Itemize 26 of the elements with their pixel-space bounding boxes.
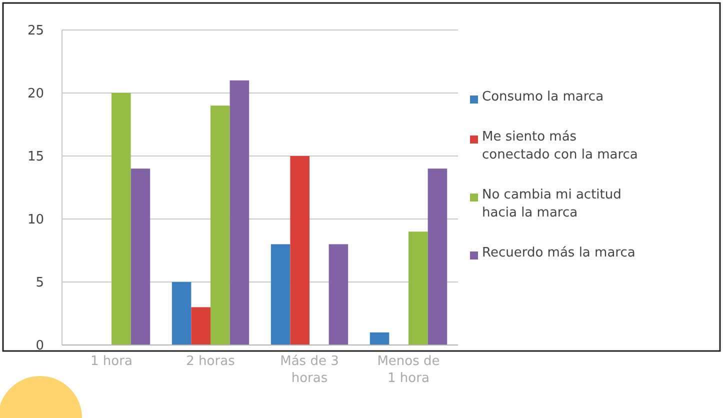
bar xyxy=(270,244,290,345)
legend-label: Me siento más conectado con la marca xyxy=(482,130,638,162)
y-tick-label: 20 xyxy=(27,86,44,102)
y-tick-label: 15 xyxy=(27,150,44,165)
y-tick-label: 25 xyxy=(27,24,44,39)
bar xyxy=(328,244,348,345)
bar xyxy=(191,307,210,345)
bar xyxy=(408,232,428,345)
legend-label: Consumo la marca xyxy=(482,90,604,104)
bar xyxy=(130,168,150,345)
x-tick-label: Más de 3 horas xyxy=(280,354,339,386)
y-tick-label: 0 xyxy=(36,338,44,354)
bar xyxy=(428,168,448,345)
bar xyxy=(172,282,192,345)
y-tick-label: 5 xyxy=(36,276,44,291)
bar xyxy=(290,156,310,345)
bar xyxy=(112,93,131,345)
x-tick-label: 1 hora xyxy=(90,354,132,369)
legend-label: No cambia mi actitud hacia la marca xyxy=(482,188,622,220)
x-tick-label: 2 horas xyxy=(186,354,236,369)
bar xyxy=(230,80,250,345)
x-tick-label: Menos de 1 hora xyxy=(377,354,440,386)
bar xyxy=(210,106,230,345)
legend-label: Recuerdo más la marca xyxy=(482,246,636,260)
bar xyxy=(370,332,390,345)
y-tick-label: 10 xyxy=(27,212,44,228)
